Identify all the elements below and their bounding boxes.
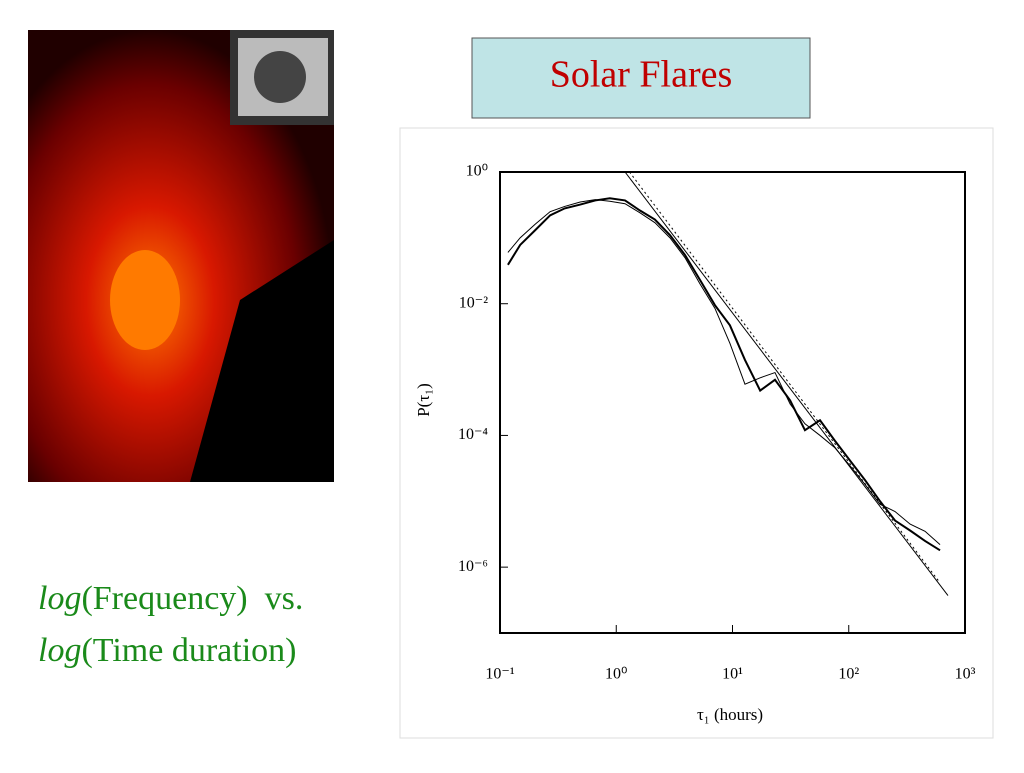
title-box [471,37,811,119]
caption-line: log(Time duration) [38,632,296,669]
data-line [507,199,941,545]
caption-text: (Frequency) vs. [81,580,303,617]
data-line [507,197,941,552]
x-tick-label: 10² [838,666,859,683]
y-tick-label: 10⁻² [459,294,488,311]
data-line [629,171,940,583]
slide-title: Solar Flares [550,54,733,96]
caption-line: log(Frequency) vs. [38,580,303,617]
x-axis-label: τ₁ (hours) [697,705,763,724]
x-tick-label: 10³ [955,666,976,683]
y-tick-label: 10⁻⁶ [458,558,488,575]
plot: 10⁻¹ 10⁰ 10¹ 10² 10³ 10⁰ 10⁻² 10⁻⁴ 10⁻⁶ [458,163,976,683]
y-tick-label: 10⁻⁴ [458,426,488,443]
solar-image [28,30,334,482]
y-axis-label: P(τ₁) [414,383,433,417]
x-tick-label: 10⁰ [605,666,627,683]
data-line [624,171,949,596]
caption-italic: log [38,632,81,669]
chart-panel [399,127,994,739]
x-tick-label: 10¹ [722,666,743,683]
y-tick-label: 10⁰ [466,163,488,180]
caption-italic: log [38,580,81,617]
caption-text: (Time duration) [81,632,296,669]
x-tick-label: 10⁻¹ [485,666,514,683]
